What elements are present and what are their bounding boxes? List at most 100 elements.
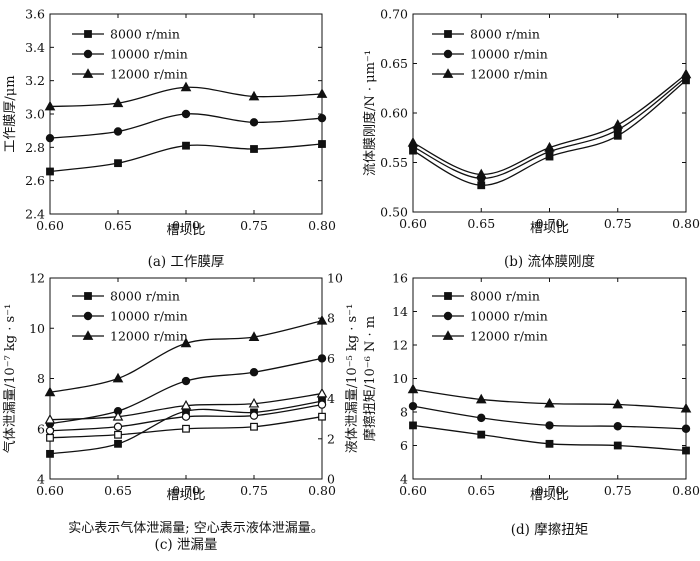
data-point-12000-solid — [612, 119, 624, 129]
data-point-8000-solid — [182, 141, 190, 150]
data-point-10000-hollow — [113, 422, 123, 431]
y-tick-label: 8 — [400, 405, 408, 420]
y-right-tick-label: 4 — [327, 391, 335, 406]
data-point-8000-solid — [545, 439, 554, 448]
legend-marker-triangle-icon — [442, 68, 454, 78]
plot-frame — [412, 13, 687, 213]
x-axis-label: 槽坝比 — [530, 221, 569, 236]
y-tick-label: 6 — [400, 438, 408, 453]
legend-marker-circle-icon — [83, 49, 93, 59]
data-point-12000-solid — [44, 100, 56, 111]
legend-label: 8000 r/min — [110, 27, 180, 42]
chart-a: 0.60 0.65 0.70 0.75 0.80 2.4 2.6 2.8 3.0 3.2 3.4 3.… — [3, 7, 336, 271]
data-point-12000-solid — [544, 141, 555, 152]
y-tick-label: 0.65 — [380, 56, 408, 71]
data-point-8000-hollow — [46, 433, 54, 442]
legend-label: 8000 r/min — [470, 289, 540, 304]
data-point-10000-solid — [249, 368, 259, 377]
data-point-12000-solid — [180, 81, 192, 92]
y-axis-label: 气体泄漏量/10⁻⁷ kg · s⁻¹ — [2, 304, 18, 453]
y-tick-label: 12 — [29, 271, 45, 286]
y-tick-label: 4 — [400, 472, 408, 487]
y-tick-label: 12 — [392, 338, 408, 353]
chart-note: 实心表示气体泄漏量; 空心表示液体泄漏量。 — [68, 520, 324, 536]
data-point-12000-solid — [407, 383, 419, 394]
data-point-8000-hollow — [182, 424, 190, 433]
x-axis-label: 槽坝比 — [166, 488, 205, 503]
data-point-10000-solid — [681, 424, 691, 433]
y-axis-label: 摩擦扭矩/10⁻⁶ N · m — [362, 316, 378, 441]
data-point-12000-solid — [475, 393, 487, 404]
data-point-12000-solid — [612, 398, 624, 409]
data-point-8000-solid — [46, 167, 54, 176]
y-tick-label: 0.60 — [380, 106, 408, 121]
x-tick-label: 0.80 — [308, 483, 336, 498]
legend-label: 12000 r/min — [470, 329, 548, 344]
data-point-12000-solid — [407, 136, 419, 147]
x-tick-label: 0.70 — [536, 483, 564, 498]
data-point-10000-solid — [181, 376, 191, 386]
y-tick-label: 10 — [29, 321, 45, 336]
y-tick-label: 3.6 — [25, 7, 45, 22]
data-point-12000-solid — [680, 68, 692, 79]
y-right-tick-label: 8 — [327, 311, 335, 326]
y-tick-label: 0.70 — [380, 7, 408, 22]
y-tick-label: 3.0 — [25, 107, 45, 122]
y-tick-label: 14 — [392, 304, 408, 319]
legend-marker-circle-icon — [443, 311, 453, 321]
y-right-tick-label: 0 — [327, 472, 335, 487]
data-point-10000-solid — [317, 113, 327, 123]
data-point-8000-solid — [409, 421, 417, 430]
x-tick-label: 0.80 — [672, 216, 700, 231]
legend-marker-square-icon — [444, 30, 452, 38]
data-point-12000-hollow — [44, 413, 56, 424]
data-point-8000-hollow — [114, 430, 122, 439]
legend-label: 12000 r/min — [110, 329, 188, 344]
data-point-8000-solid — [477, 430, 486, 439]
y-tick-label: 16 — [392, 271, 408, 286]
data-point-10000-hollow — [45, 426, 55, 435]
chart-d: 0.60 0.65 0.70 0.75 0.80 4 6 8 10 12 14 16 摩擦扭矩/10⁻⁶… — [362, 271, 700, 539]
x-tick-label: 0.65 — [467, 483, 495, 498]
legend-label: 8000 r/min — [470, 27, 540, 42]
data-point-8000-hollow — [250, 422, 258, 431]
x-tick-label: 0.75 — [604, 483, 632, 498]
data-point-12000-hollow — [180, 399, 192, 410]
legend-label: 10000 r/min — [110, 309, 188, 324]
x-axis-label: 槽坝比 — [166, 223, 205, 238]
x-tick-label: 0.70 — [172, 483, 200, 498]
x-tick-label: 0.60 — [399, 483, 427, 498]
y-tick-label: 0.50 — [380, 205, 408, 220]
y-tick-label: 3.2 — [25, 73, 45, 88]
x-tick-label: 0.60 — [36, 483, 64, 498]
data-point-8000-solid — [477, 181, 486, 190]
data-point-10000-solid — [477, 413, 486, 423]
data-point-12000-solid — [316, 314, 328, 325]
data-point-10000-solid — [545, 421, 554, 430]
legend-label: 10000 r/min — [470, 47, 548, 62]
data-point-8000-hollow — [318, 412, 326, 421]
y-axis-right-label: 液体泄漏量/10⁻⁵ kg · s⁻¹ — [344, 304, 360, 453]
chart-caption: (d) 摩擦扭矩 — [511, 521, 588, 538]
legend-label: 10000 r/min — [110, 47, 188, 62]
chart-c: 0.60 0.65 0.70 0.75 0.80 4 6 8 10 12 0 2 4 6 8 10 液体泄漏量/… — [2, 271, 360, 554]
x-tick-label: 0.70 — [536, 216, 564, 231]
plot-frame — [412, 277, 687, 480]
data-point-12000-solid — [112, 97, 124, 108]
data-point-10000-hollow — [249, 411, 259, 420]
y-axis-label: 流体膜刚度/N · μm⁻¹ — [362, 50, 378, 176]
legend-label: 10000 r/min — [470, 309, 548, 324]
y-axis-label: 工作膜厚/μm — [3, 75, 18, 152]
data-point-12000-solid — [248, 90, 260, 101]
y-tick-label: 6 — [37, 421, 45, 436]
x-tick-label: 0.65 — [104, 218, 132, 233]
x-tick-label: 0.60 — [399, 216, 427, 231]
legend-marker-triangle-icon — [442, 330, 454, 340]
y-right-tick-label: 10 — [327, 271, 343, 286]
x-tick-label: 0.75 — [604, 216, 632, 231]
data-point-12000-solid — [680, 402, 692, 413]
x-tick-label: 0.80 — [672, 483, 700, 498]
chart-caption: (b) 流体膜刚度 — [504, 254, 595, 270]
legend-marker-square-icon — [444, 292, 452, 300]
